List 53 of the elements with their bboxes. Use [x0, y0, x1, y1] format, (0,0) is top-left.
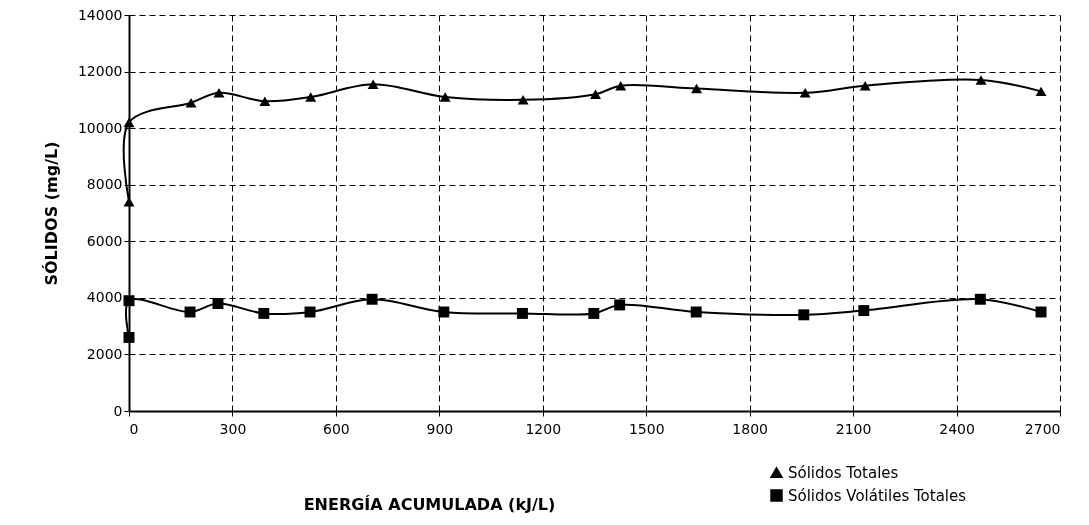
point: [185, 97, 197, 108]
x-tick-label: 2100: [835, 420, 872, 437]
point: [367, 79, 379, 90]
point: [974, 293, 986, 305]
y-tick-label: 8000: [86, 176, 123, 193]
point: [305, 92, 317, 102]
y-tick-label: 4000: [86, 289, 123, 306]
y-tick-label: 14000: [77, 6, 123, 23]
point: [615, 80, 627, 91]
point: [123, 117, 135, 128]
point: [366, 293, 378, 305]
point: [614, 299, 626, 311]
y-axis-title: SÓLIDOS (mg/L): [41, 141, 61, 286]
point: [259, 96, 271, 107]
x-tick-label: 600: [323, 420, 350, 437]
point: [798, 309, 810, 321]
x-tick-label: 300: [219, 420, 247, 437]
point: [439, 92, 451, 102]
point: [213, 88, 225, 98]
x-tick-label: 0: [129, 420, 139, 437]
point: [1035, 306, 1047, 318]
y-tick-label: 0: [113, 402, 123, 419]
point: [858, 305, 870, 317]
point: [258, 307, 270, 319]
x-tick-label: 2700: [1024, 420, 1061, 437]
point: [1035, 86, 1047, 97]
point: [690, 306, 702, 318]
point: [517, 95, 529, 105]
x-tick-label: 2400: [939, 420, 975, 437]
point: [588, 307, 600, 319]
legend-label: Sólidos Volátiles Totales: [788, 486, 967, 505]
legend-label: Sólidos Totales: [788, 463, 899, 482]
point: [304, 306, 316, 318]
y-tick-label: 6000: [86, 232, 123, 249]
point: [438, 306, 450, 318]
point: [799, 88, 811, 98]
y-tick-label: 10000: [77, 119, 123, 136]
point: [212, 298, 224, 309]
y-tick-label: 12000: [77, 63, 123, 80]
point: [590, 89, 602, 99]
x-tick-label: 1800: [732, 420, 768, 437]
x-tick-label: 1500: [628, 420, 665, 437]
point: [859, 80, 871, 91]
point: [975, 75, 987, 85]
x-tick-label: 900: [426, 420, 454, 437]
point: [691, 83, 703, 94]
point: [184, 306, 196, 318]
point: [123, 295, 135, 307]
point: [516, 307, 528, 319]
x-tick-label: 1200: [525, 420, 562, 437]
x-axis-title: ENERGÍA ACUMULADA (kJ/L): [303, 494, 556, 514]
y-tick-label: 2000: [86, 345, 123, 362]
point: [123, 331, 135, 343]
